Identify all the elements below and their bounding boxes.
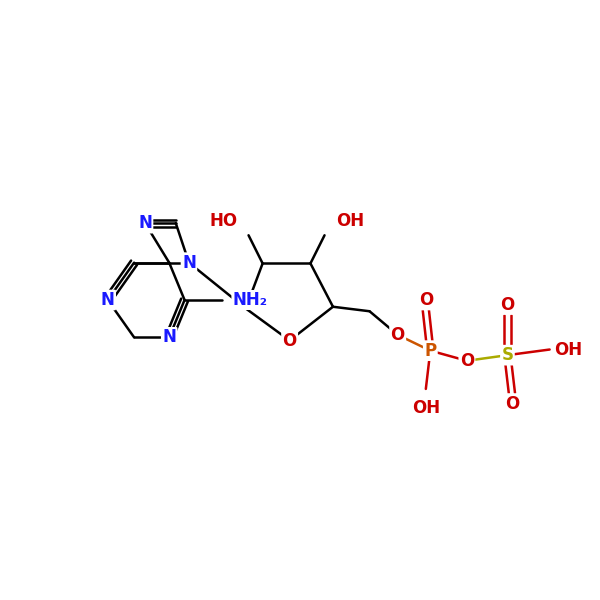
Text: O: O: [500, 296, 515, 314]
Text: O: O: [505, 395, 519, 413]
Text: OH: OH: [412, 399, 440, 417]
Text: N: N: [138, 214, 152, 232]
Text: OH: OH: [554, 341, 582, 359]
Text: O: O: [391, 326, 405, 344]
Text: N: N: [101, 291, 115, 309]
Text: N: N: [162, 328, 176, 346]
Text: O: O: [460, 352, 474, 370]
Text: S: S: [502, 346, 514, 364]
Text: NH₂: NH₂: [232, 291, 268, 309]
Text: O: O: [419, 291, 433, 309]
Text: OH: OH: [336, 212, 364, 230]
Text: HO: HO: [209, 212, 237, 230]
Text: N: N: [182, 254, 196, 272]
Text: P: P: [424, 341, 436, 359]
Text: O: O: [283, 332, 297, 350]
